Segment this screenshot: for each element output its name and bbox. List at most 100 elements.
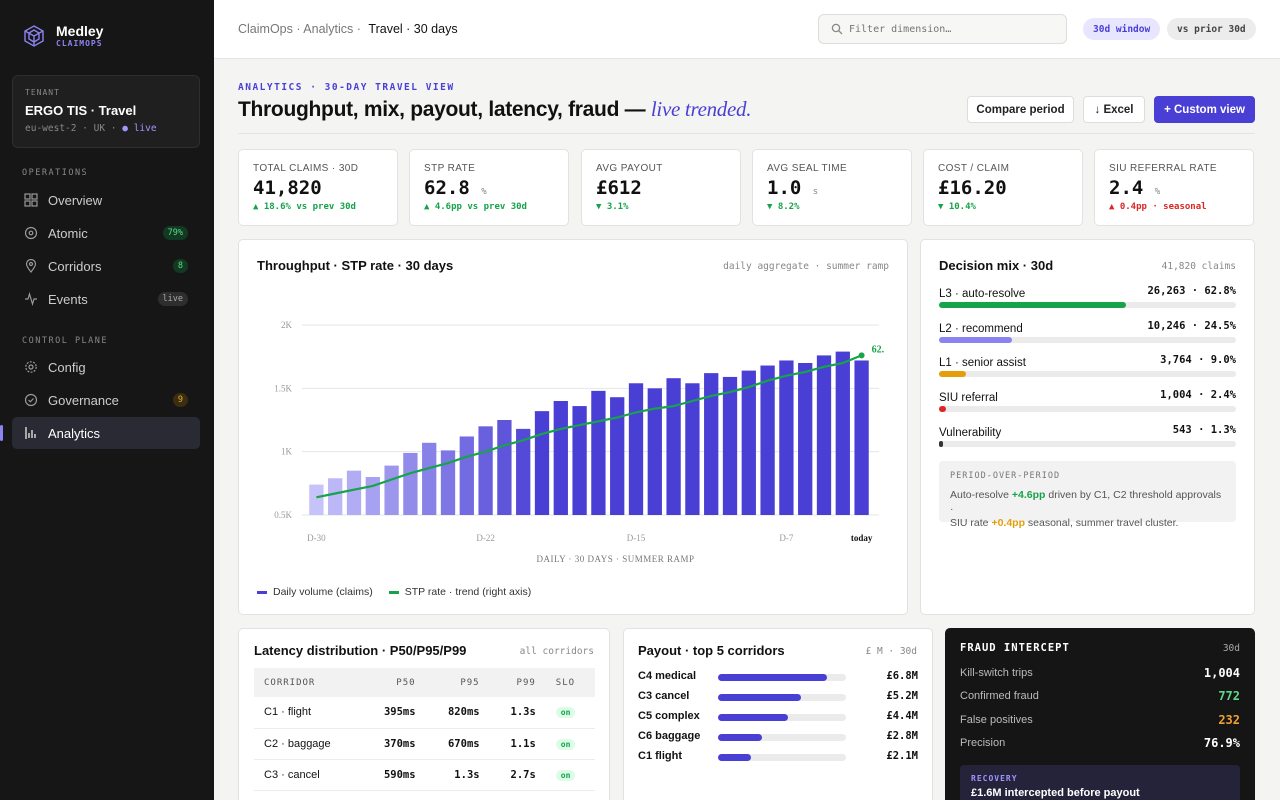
- volume-bar: [534, 411, 550, 515]
- volume-bar: [384, 465, 399, 515]
- check-circle-icon: [24, 393, 38, 407]
- throughput-chart: 2K 1.5K 1K 0.5K 62. D-30 D-22 D-15 D-7 today DAILY…: [274, 320, 884, 564]
- table-row[interactable]: C1 · flight 395ms 820ms 1.3s on: [254, 697, 595, 729]
- kpi-card-siu-referral[interactable]: SIU REFERRAL RATE 2.4 % ▲ 0.4pp · season…: [1094, 149, 1254, 226]
- atom-icon: [24, 226, 38, 240]
- latency-title: Latency distribution · P50/P95/P99: [254, 643, 467, 658]
- tenant-status-text: live: [133, 123, 157, 134]
- payout-row-value: £6.8M: [886, 670, 918, 682]
- cell-p50: 590ms: [361, 759, 426, 791]
- mix-row-label: Vulnerability: [939, 426, 1002, 439]
- fraud-row-value: 772: [1218, 689, 1240, 704]
- kpi-card-stp-rate[interactable]: STP RATE 62.8 % ▲ 4.6pp vs prev 30d: [409, 149, 569, 226]
- cell-p50: 370ms: [361, 728, 426, 760]
- corridors-badge: 8: [172, 259, 188, 273]
- payout-row[interactable]: C6 baggage £2.8M: [638, 730, 918, 744]
- payout-row-track: [718, 694, 846, 701]
- search-input[interactable]: [849, 23, 1049, 35]
- latency-meta: all corridors: [519, 646, 594, 657]
- mix-row[interactable]: L3 · auto-resolve 26,263 · 62.8%: [939, 285, 1236, 308]
- mix-row[interactable]: Vulnerability 543 · 1.3%: [939, 424, 1236, 447]
- brand[interactable]: Medley CLAIMOPS: [22, 24, 103, 48]
- chart-legend: Daily volume (claims) STP rate · trend (…: [257, 586, 531, 598]
- kpi-label: AVG PAYOUT: [596, 163, 663, 174]
- breadcrumb: ClaimOps · Analytics · Travel · 30 days: [238, 22, 458, 36]
- col-slo[interactable]: SLO: [545, 668, 595, 697]
- volume-bar: [459, 436, 474, 515]
- mix-row-fill: [939, 440, 943, 447]
- nav-section-control-plane: CONTROL PLANE: [22, 336, 109, 346]
- volume-bar: [591, 390, 606, 515]
- legend-line[interactable]: STP rate · trend (right axis): [388, 586, 531, 598]
- col-p95[interactable]: P95: [425, 668, 490, 697]
- volume-bar: [422, 442, 437, 515]
- breadcrumb-path[interactable]: ClaimOps · Analytics ·: [238, 22, 365, 36]
- volume-bar: [440, 450, 456, 515]
- sidebar-item-governance[interactable]: Governance 9: [12, 384, 200, 416]
- payout-row[interactable]: C1 flight £2.1M: [638, 750, 918, 764]
- col-corridor[interactable]: CORRIDOR: [254, 668, 362, 697]
- header-divider: [238, 133, 1255, 134]
- throughput-meta: daily aggregate · summer ramp: [723, 261, 889, 272]
- events-badge: live: [157, 292, 188, 306]
- sidebar-item-atomic[interactable]: Atomic 79%: [12, 217, 200, 249]
- y-tick-label: 0.5K: [274, 510, 292, 520]
- search-box[interactable]: [818, 14, 1067, 44]
- kpi-card-avg-payout[interactable]: AVG PAYOUT £612 ▼ 3.1%: [581, 149, 741, 226]
- fraud-row-label: Precision: [960, 736, 1006, 749]
- legend-bars-swatch: [257, 590, 267, 594]
- volume-bar: [516, 428, 531, 515]
- volume-bar: [346, 470, 362, 515]
- excel-export-button[interactable]: ↓ Excel: [1083, 96, 1145, 123]
- y-tick-label: 1.5K: [274, 383, 292, 393]
- stp-end-point: [858, 352, 865, 359]
- mix-row[interactable]: L1 · senior assist 3,764 · 9.0%: [939, 354, 1236, 378]
- kpi-card-avg-seal-time[interactable]: AVG SEAL TIME 1.0 s ▼ 8.2%: [752, 149, 912, 226]
- gear-icon: [25, 361, 37, 373]
- sidebar-item-config[interactable]: Config: [12, 351, 200, 383]
- payout-meta: £ M · 30d: [865, 646, 917, 657]
- x-tick-label: today: [851, 533, 873, 543]
- sidebar-item-overview[interactable]: Overview: [12, 184, 200, 216]
- col-p99[interactable]: P99: [489, 668, 546, 697]
- payout-row[interactable]: C3 cancel £5.2M: [638, 690, 918, 704]
- legend-bars[interactable]: Daily volume (claims): [257, 586, 373, 598]
- sidebar-item-label: Analytics: [48, 425, 101, 441]
- sidebar-item-label: Overview: [48, 192, 103, 208]
- payout-row[interactable]: C4 medical £6.8M: [638, 670, 918, 684]
- custom-view-button[interactable]: + Custom view: [1154, 96, 1255, 123]
- table-row[interactable]: C3 · cancel 590ms 1.3s 2.7s on: [254, 759, 595, 791]
- sidebar-item-label: Events: [48, 291, 88, 307]
- kpi-value: 1.0 s: [767, 177, 897, 199]
- mix-row[interactable]: L2 · recommend 10,246 · 24.5%: [939, 320, 1236, 343]
- table-row[interactable]: C2 · baggage 370ms 670ms 1.1s on: [254, 728, 595, 760]
- cell-p99: 1.1s: [489, 728, 546, 760]
- col-p50[interactable]: P50: [361, 668, 426, 697]
- kpi-value: 41,820: [253, 177, 383, 199]
- sidebar-item-corridors[interactable]: Corridors 8: [12, 250, 200, 282]
- payout-row[interactable]: C5 complex £4.4M: [638, 710, 918, 724]
- mix-row-track: [939, 371, 1236, 378]
- kpi-card-total-claims[interactable]: TOTAL CLAIMS · 30D 41,820 ▲ 18.6% vs pre…: [238, 149, 398, 226]
- sidebar-item-events[interactable]: Events live: [12, 283, 200, 315]
- compare-period-button[interactable]: Compare period: [967, 96, 1074, 123]
- payout-row-label: C5 complex: [638, 710, 700, 722]
- pop-label: PERIOD-OVER-PERIOD: [950, 471, 1061, 481]
- decision-mix-card: Decision mix · 30d 41,820 claims L3 · au…: [920, 239, 1255, 615]
- page-title-italic: live trended.: [650, 97, 752, 121]
- kpi-card-cost-per-claim[interactable]: COST / CLAIM £16.20 ▼ 10.4%: [923, 149, 1083, 226]
- compare-pill[interactable]: vs prior 30d: [1167, 18, 1256, 40]
- tenant-switcher[interactable]: TENANT ERGO TIS · Travel eu-west-2 · UK …: [12, 75, 200, 148]
- cell-p99: 1.3s: [489, 697, 546, 729]
- kpi-unit: s: [812, 187, 819, 197]
- sidebar-item-analytics[interactable]: Analytics: [0, 417, 200, 449]
- volume-bar: [760, 365, 775, 515]
- volume-bar: [610, 397, 625, 515]
- tenant-name: ERGO TIS · Travel: [25, 103, 137, 118]
- mix-row[interactable]: SIU referral 1,004 · 2.4%: [939, 389, 1236, 413]
- cell-p95: 820ms: [425, 697, 490, 729]
- kpi-label: SIU REFERRAL RATE: [1109, 163, 1217, 174]
- cell-p95: 670ms: [425, 728, 490, 760]
- window-pill[interactable]: 30d window: [1083, 18, 1161, 40]
- kpi-delta: ▲ 18.6% vs prev 30d: [253, 202, 356, 212]
